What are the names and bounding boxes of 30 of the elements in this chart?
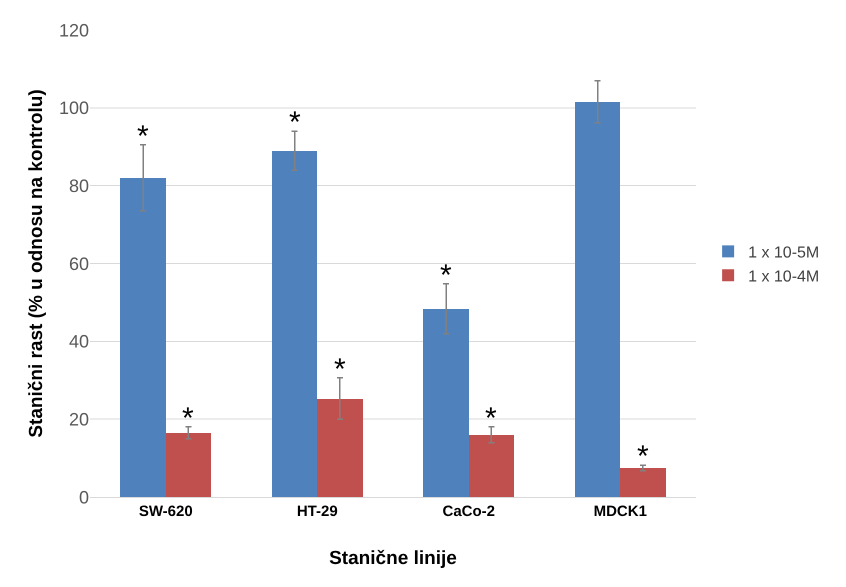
x-tick-label: SW-620 — [138, 503, 193, 520]
legend-label: 1 x 10-5M — [748, 244, 820, 262]
x-axis-title: Stanične linije — [329, 548, 457, 569]
x-tick-label: HT-29 — [296, 503, 338, 520]
bar — [469, 435, 514, 497]
bar — [575, 102, 620, 497]
x-tick-label: MDCK1 — [594, 503, 647, 520]
legend-label: 1 x 10-4M — [748, 268, 820, 286]
y-tick-label: 60 — [68, 254, 89, 274]
annotation: * — [137, 120, 149, 153]
y-axis-title: Stanični rast (% u odnosu na kontrolu) — [26, 89, 47, 438]
bar — [120, 178, 166, 497]
bar — [620, 468, 666, 497]
annotation: * — [334, 353, 346, 386]
annotation: * — [182, 402, 194, 435]
annotation: * — [289, 106, 301, 139]
bar — [272, 151, 317, 497]
annotation: * — [440, 259, 452, 292]
y-tick-label: 0 — [78, 487, 89, 508]
x-tick-label: CaCo-2 — [442, 503, 496, 520]
y-tick-label: 40 — [68, 332, 89, 352]
bar — [317, 399, 363, 497]
y-tick-label: 80 — [68, 176, 89, 196]
y-tick-label: 20 — [68, 409, 89, 430]
y-tick-label: 100 — [58, 98, 89, 118]
annotation: * — [637, 440, 649, 473]
bar — [423, 309, 469, 497]
y-tick-label: 120 — [58, 20, 89, 40]
bar — [166, 433, 211, 497]
annotation: * — [485, 402, 497, 435]
